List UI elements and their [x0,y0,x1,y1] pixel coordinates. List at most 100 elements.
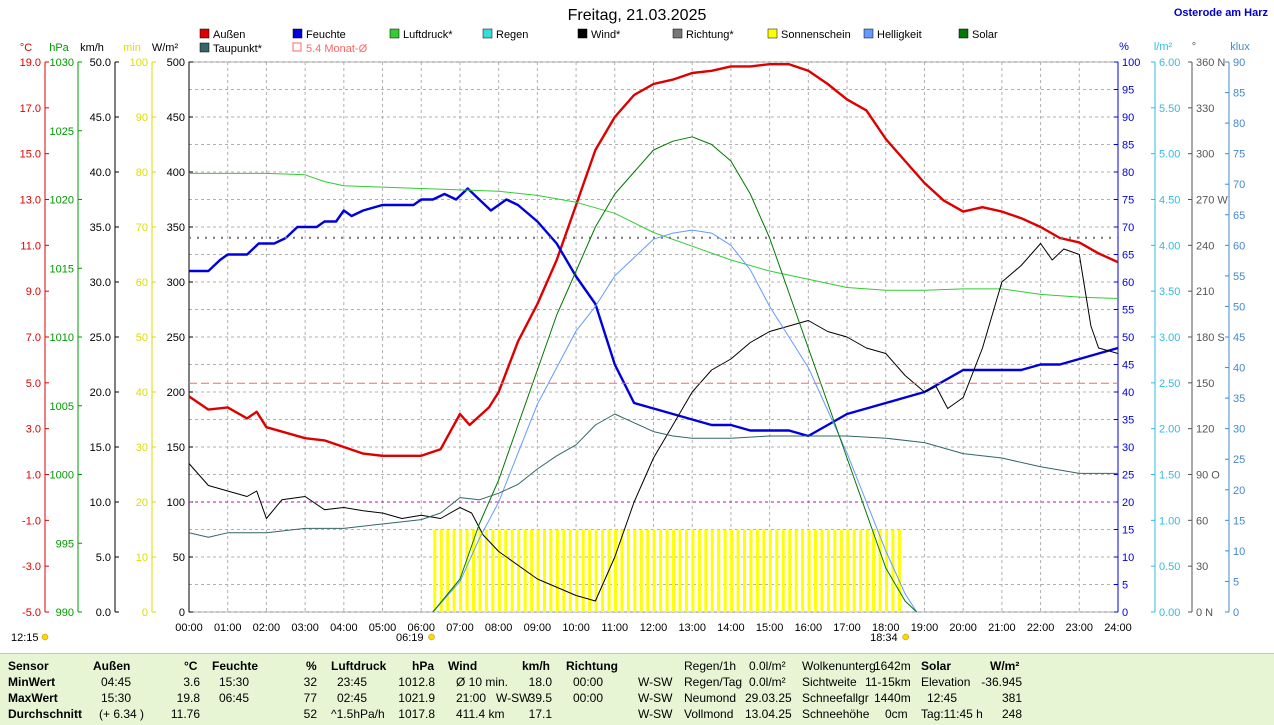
axis-tick-label-direction: 240 [1196,240,1214,252]
header-solar-unit: W/m² [990,659,1020,673]
axis-tick-label-temp: -3.0 [22,561,41,573]
x-tick-label: 16:00 [795,622,823,634]
axis-tick-label-direction: 300 [1196,149,1214,161]
header-richtung: Richtung [566,659,618,673]
max-feuchte-value: 77 [303,691,317,705]
axis-tick-label-temp: 9.0 [26,286,41,298]
x-tick-label: 00:00 [175,622,203,634]
axis-tick-label-sunshine: 20 [136,497,148,509]
axis-tick-label-solar: 500 [167,57,185,69]
max-solar-label: 12:45 [927,691,958,705]
x-tick-label: 20:00 [949,622,977,634]
legend-swatch [672,28,683,39]
axis-tick-label-pressure: 1005 [50,401,74,413]
avg-feuchte-value: 52 [303,707,317,721]
min-richtung-time: 00:00 [573,675,604,689]
sunshine-bar [484,529,488,612]
axis-tick-label-rain: 0.00 [1159,607,1180,619]
legend-label: Wind* [591,29,621,41]
axis-tick-label-wind: 10.0 [90,497,111,509]
sunshine-bar [755,529,759,612]
axis-tick-label-sunshine: 40 [136,387,148,399]
sunshine-bar [639,529,643,612]
sunshine-bar [588,529,592,612]
axis-tick-label-lux: 15 [1233,515,1245,527]
sunshine-bar [626,529,630,612]
axis-unit-rain: l/m² [1154,41,1173,53]
legend-swatch [292,42,302,52]
sunshine-bar [510,529,514,612]
axis-tick-label-solar: 250 [167,332,185,344]
misc-neumond-value: 29.03.25 [745,691,792,705]
min-feuchte-time: 15:30 [219,675,250,689]
sunshine-bar [478,529,482,612]
axis-tick-label-humidity: 40 [1122,387,1134,399]
legend-label: Luftdruck* [403,29,453,41]
axis-tick-label-direction: 330 [1196,103,1214,115]
axis-tick-label-pressure: 995 [56,538,74,550]
header-wind-unit: km/h [522,659,551,673]
axis-tick-label-temp: -5.0 [22,607,41,619]
axis-tick-label-lux: 55 [1233,271,1245,283]
sunshine-bar [652,529,656,612]
header-solar: Solar [921,659,952,673]
sunshine-bar [581,529,585,612]
min-solar-value: -36.945 [981,675,1022,689]
axis-tick-label-pressure: 1020 [50,195,74,207]
axis-tick-label-lux: 35 [1233,393,1245,405]
sunshine-bar [814,529,818,612]
sunshine-bar [620,529,624,612]
min-luftdruck-value: 1012.8 [398,675,435,689]
x-tick-label: 15:00 [756,622,784,634]
sunshine-bar [736,529,740,612]
misc-wolken-label: Wolkenunterg [802,659,876,673]
axis-tick-label-humidity: 45 [1122,360,1134,372]
axis-tick-label-rain: 0.50 [1159,561,1180,573]
legend-label: Feuchte [306,29,346,41]
sunshine-bar [749,529,753,612]
legend-swatch [389,28,400,39]
avg-luftdruck-value: 1017.8 [398,707,435,721]
axis-tick-label-humidity: 10 [1122,552,1134,564]
axis-tick-label-pressure: 1025 [50,126,74,138]
axis-tick-label-humidity: 15 [1122,525,1134,537]
sunshine-bar [826,529,830,612]
axis-tick-label-pressure: 1010 [50,332,74,344]
axis-tick-label-lux: 45 [1233,332,1245,344]
sunshine-bar [691,529,695,612]
axis-tick-label-lux: 70 [1233,179,1245,191]
sunshine-bar [542,529,546,612]
axis-tick-label-solar: 0 [179,607,185,619]
sunshine-bar [807,529,811,612]
axis-tick-label-pressure: 1000 [50,470,74,482]
axis-tick-label-wind: 50.0 [90,57,111,69]
sunshine-bar [704,529,708,612]
axis-tick-label-temp: 13.0 [20,195,41,207]
axis-tick-label-direction: 180 S [1196,332,1225,344]
series-line-feuchte [189,187,1119,438]
sunshine-bar [601,529,605,612]
row-label-avg: Durchschnitt [8,707,83,721]
sunshine-bar [672,529,676,612]
header-feuchte: Feuchte [212,659,259,673]
sunrise-icon [428,633,435,641]
axis-tick-label-rain: 4.50 [1159,195,1180,207]
min-solar-label: Elevation [921,675,971,689]
noon-label: 12:15 [11,632,39,644]
misc-regen-1h-label: Regen/1h [684,659,737,673]
axis-tick-label-lux: 90 [1233,57,1245,69]
sunshine-bar [678,529,682,612]
sunshine-bar [684,529,688,612]
axis-tick-label-humidity: 75 [1122,195,1134,207]
x-tick-label: 05:00 [369,622,397,634]
axis-tick-label-rain: 1.50 [1159,470,1180,482]
axis-tick-label-lux: 65 [1233,210,1245,222]
axis-tick-label-sunshine: 100 [130,57,148,69]
x-tick-label: 13:00 [678,622,706,634]
sunshine-bar [594,529,598,612]
misc-regen-tag-label: Regen/Tag [684,675,743,689]
max-aussen-time: 15:30 [101,691,132,705]
axis-tick-label-pressure: 1030 [50,57,74,69]
axis-unit-solar: W/m² [152,42,179,54]
axis-tick-label-sunshine: 0 [142,607,148,619]
